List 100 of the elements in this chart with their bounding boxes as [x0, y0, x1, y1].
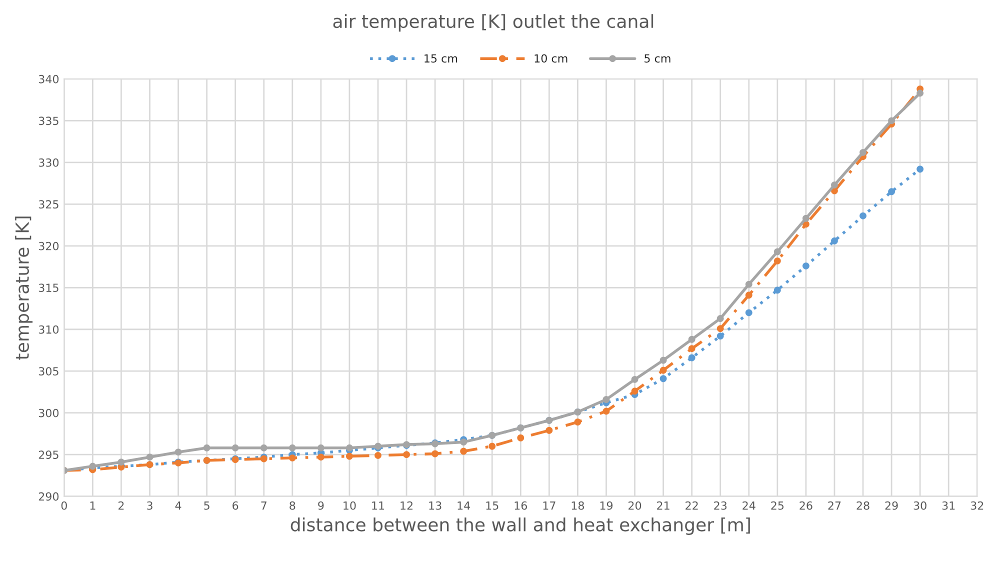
x-axis-title: distance between the wall and heat exchanger [m]	[290, 517, 750, 535]
x-tick-label: 21	[657, 501, 670, 510]
legend-label: 5 cm	[644, 54, 670, 63]
y-tick-label: 295	[38, 450, 58, 459]
y-tick-label: 310	[38, 325, 59, 334]
point	[860, 148, 866, 156]
point	[745, 309, 752, 316]
point	[745, 280, 752, 288]
x-tick-label: 16	[514, 501, 528, 510]
x-tick-label: 14	[458, 502, 470, 510]
chart-title: air temperature [K] outlet the canal	[333, 14, 654, 32]
point	[602, 408, 610, 415]
point	[146, 454, 154, 461]
legend-label: 10 cm	[534, 54, 568, 63]
x-tick-label: 17	[543, 502, 556, 510]
x-tick-label: 29	[885, 501, 898, 510]
y-tick-label: 335	[38, 116, 58, 126]
point	[232, 444, 239, 452]
x-tick-label: 3	[147, 501, 152, 510]
x-tick-label: 5	[204, 502, 210, 510]
x-tick-label: 32	[970, 501, 984, 510]
x-tick-label: 10	[344, 501, 356, 510]
x-tick-label: 30	[914, 501, 926, 510]
point	[660, 366, 667, 374]
y-axis-title: temperature [K]	[15, 216, 33, 360]
point	[688, 345, 696, 352]
point	[802, 262, 810, 270]
point	[203, 444, 210, 452]
point	[317, 444, 324, 452]
point	[745, 292, 752, 299]
point	[174, 448, 182, 456]
point	[688, 336, 696, 343]
y-tick-label: 290	[38, 492, 59, 501]
point	[831, 181, 838, 188]
x-tick-label: 0	[61, 501, 67, 510]
point	[631, 388, 638, 395]
point	[660, 375, 667, 382]
point	[774, 257, 781, 264]
point	[602, 396, 610, 403]
point	[660, 356, 667, 364]
point	[716, 325, 724, 332]
point	[374, 452, 382, 459]
point	[460, 448, 468, 455]
point	[916, 166, 924, 173]
x-tick-label: 27	[828, 501, 841, 510]
x-tick-label: 11	[372, 502, 384, 510]
x-tick-label: 25	[771, 501, 784, 510]
y-tick-label: 340	[38, 74, 59, 84]
point	[118, 458, 125, 466]
x-tick-label: 7	[261, 502, 266, 510]
point	[346, 452, 353, 460]
point	[460, 438, 468, 446]
point	[860, 212, 866, 220]
point	[288, 444, 296, 452]
point	[260, 444, 268, 452]
x-tick-label: 28	[856, 501, 870, 510]
point	[631, 376, 638, 383]
point	[888, 117, 896, 124]
x-tick-label: 20	[628, 501, 642, 510]
point	[831, 237, 838, 244]
x-tick-label: 12	[400, 501, 412, 510]
x-tick-label: 6	[232, 501, 238, 510]
x-tick-label: 23	[714, 501, 727, 510]
point	[716, 315, 724, 322]
x-tick-label: 1	[90, 502, 96, 510]
point	[774, 286, 781, 294]
x-tick-label: 4	[175, 502, 182, 510]
point	[432, 450, 439, 458]
point	[774, 248, 781, 256]
point	[688, 354, 696, 362]
x-tick-label: 15	[486, 502, 498, 510]
y-tick-label: 305	[38, 367, 58, 376]
point	[517, 434, 524, 442]
x-tick-label: 22	[686, 501, 698, 510]
x-tick-label: 18	[572, 501, 584, 510]
y-tick-label: 325	[38, 200, 58, 209]
y-tick-label: 320	[38, 242, 59, 250]
legend-label: 15 cm	[424, 54, 458, 63]
point	[716, 332, 724, 340]
point	[802, 214, 810, 222]
point	[346, 444, 353, 452]
x-tick-label: 13	[429, 501, 442, 510]
point	[288, 454, 296, 462]
point	[916, 90, 924, 97]
x-tick-label: 9	[318, 501, 324, 510]
x-tick-label: 24	[742, 501, 756, 510]
x-tick-label: 2	[118, 501, 124, 510]
point	[546, 426, 553, 434]
y-tick-label: 330	[38, 158, 59, 167]
point	[888, 188, 896, 196]
x-tick-label: 8	[290, 501, 296, 510]
x-tick-label: 31	[942, 501, 955, 510]
x-tick-label: 19	[600, 501, 613, 510]
point	[488, 442, 496, 450]
point	[403, 451, 410, 458]
point	[574, 418, 582, 426]
y-tick-label: 300	[38, 408, 59, 418]
x-tick-label: 26	[800, 501, 812, 510]
point	[317, 454, 324, 461]
y-tick-label: 315	[38, 284, 58, 292]
